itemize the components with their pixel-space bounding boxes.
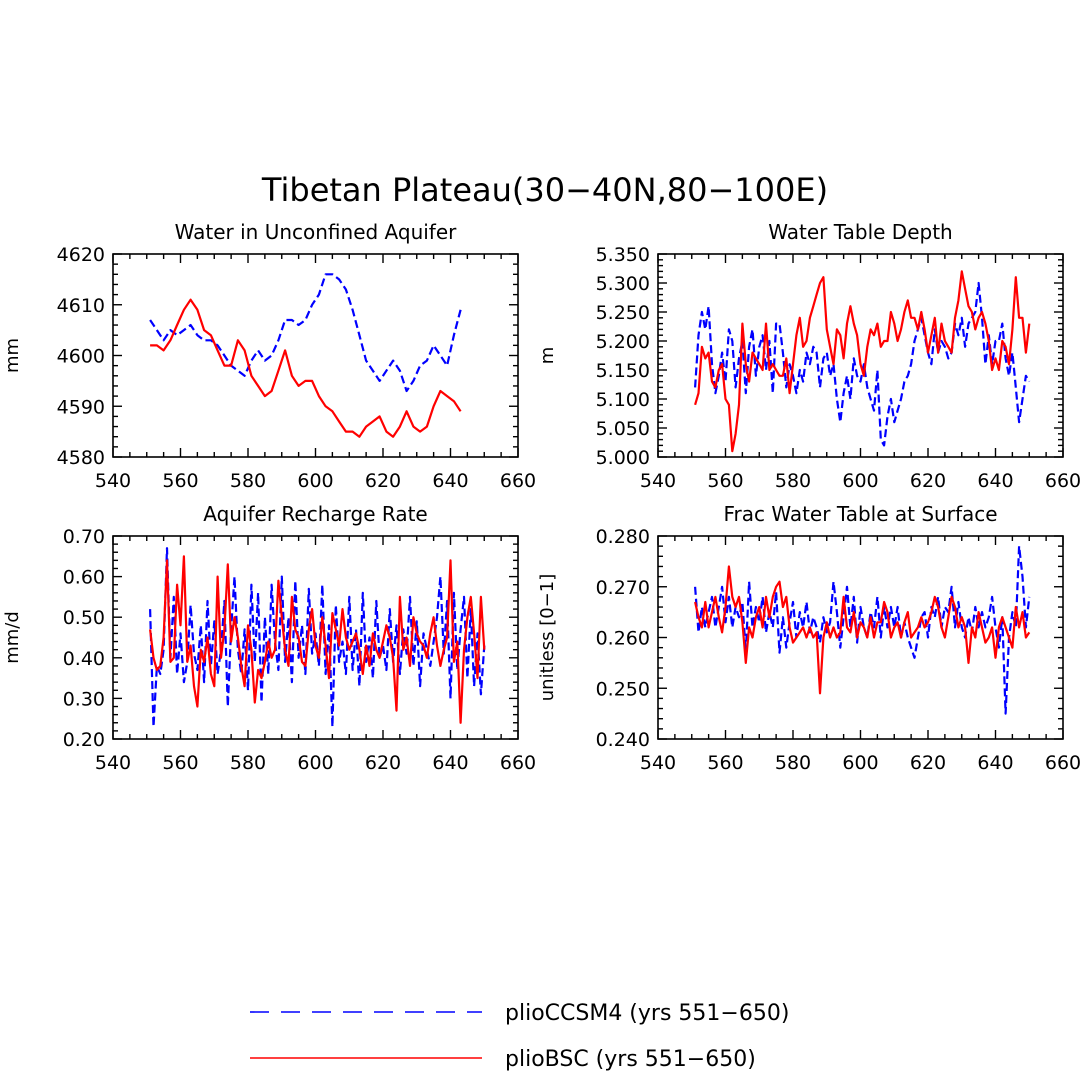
- y-tick-label: 0.250: [596, 678, 650, 700]
- x-tick-label: 560: [707, 752, 743, 774]
- x-tick-label: 660: [500, 752, 536, 774]
- y-axis-label: mm: [2, 338, 23, 373]
- x-tick-label: 580: [230, 470, 266, 492]
- panel-title: Water Table Depth: [768, 220, 952, 244]
- plot-frame: [112, 253, 519, 458]
- y-tick-label: 5.200: [596, 331, 650, 353]
- x-tick-label: 620: [365, 752, 401, 774]
- x-tick-label: 640: [977, 752, 1013, 774]
- series-line-bsc: [694, 270, 1031, 453]
- panel-title: Frac Water Table at Surface: [723, 502, 997, 526]
- series-line-bsc: [694, 565, 1031, 695]
- y-axis-label: mm/d: [2, 611, 23, 664]
- x-tick-label: 560: [162, 470, 198, 492]
- x-tick-label: 640: [432, 470, 468, 492]
- series-line-ccsm4: [149, 547, 486, 728]
- y-tick-label: 4610: [57, 295, 105, 317]
- y-tick-label: 0.50: [63, 607, 105, 629]
- chart-panel-4: Frac Water Table at Surface 540 560 580 600 6…: [537, 502, 1081, 774]
- x-tick-label: 560: [707, 470, 743, 492]
- panel-title: Aquifer Recharge Rate: [203, 502, 428, 526]
- x-tick-label: 540: [95, 470, 131, 492]
- x-tick-label: 640: [977, 470, 1013, 492]
- x-tick-label: 600: [842, 752, 878, 774]
- panel-title: Water in Unconfined Aquifer: [175, 220, 458, 244]
- legend-label: plioBSC (yrs 551−650): [505, 1047, 756, 1072]
- legend: plioCCSM4 (yrs 551−650) plioBSC (yrs 551−…: [250, 1001, 789, 1072]
- x-tick-label: 660: [1045, 752, 1081, 774]
- figure-title: Tibetan Plateau(30−40N,80−100E): [261, 171, 828, 209]
- x-tick-label: 620: [910, 470, 946, 492]
- x-tick-label: 660: [1045, 470, 1081, 492]
- y-tick-label: 0.20: [63, 729, 105, 751]
- legend-item-ccsm4: plioCCSM4 (yrs 551−650): [250, 1001, 789, 1026]
- y-tick-label: 0.60: [63, 567, 105, 589]
- y-tick-label: 0.270: [596, 577, 650, 599]
- x-tick-label: 600: [297, 752, 333, 774]
- series-line-bsc: [150, 298, 462, 438]
- x-tick-label: 600: [297, 470, 333, 492]
- x-tick-label: 600: [842, 470, 878, 492]
- y-axis-label: unitless [0−1]: [537, 574, 558, 701]
- y-tick-label: 4600: [57, 346, 105, 368]
- x-tick-label: 540: [640, 752, 676, 774]
- x-tick-label: 620: [910, 752, 946, 774]
- y-tick-label: 0.70: [63, 526, 105, 548]
- chart-panel-1: Water in Unconfined Aquifer 540 560 580 600 6…: [2, 220, 536, 492]
- chart-panel-2: Water Table Depth 540 560 580 600 620 640 660 5.…: [537, 220, 1081, 492]
- x-tick-label: 580: [230, 752, 266, 774]
- x-tick-label: 580: [775, 752, 811, 774]
- y-tick-label: 0.40: [63, 648, 105, 670]
- x-tick-label: 560: [162, 752, 198, 774]
- y-tick-label: 0.280: [596, 526, 650, 548]
- y-axis-label: m: [537, 347, 558, 365]
- y-tick-label: 0.240: [596, 729, 650, 751]
- y-tick-label: 5.150: [596, 360, 650, 382]
- y-tick-label: 4590: [57, 396, 105, 418]
- panels: Water in Unconfined Aquifer 540 560 580 600 6…: [2, 220, 1081, 774]
- y-tick-label: 5.050: [596, 418, 650, 440]
- y-tick-label: 5.000: [596, 447, 650, 469]
- x-tick-label: 580: [775, 470, 811, 492]
- y-tick-label: 0.30: [63, 688, 105, 710]
- series-line-ccsm4: [694, 281, 1031, 447]
- chart-panel-3: Aquifer Recharge Rate 540 560 580 600 620 640 6…: [2, 502, 536, 774]
- x-tick-label: 640: [432, 752, 468, 774]
- x-tick-label: 620: [365, 470, 401, 492]
- y-tick-label: 5.300: [596, 273, 650, 295]
- y-tick-label: 5.350: [596, 244, 650, 266]
- y-tick-label: 4580: [57, 447, 105, 469]
- series-line-ccsm4: [694, 544, 1031, 715]
- plot-frame: [657, 535, 1064, 740]
- series-line-ccsm4: [149, 273, 462, 393]
- y-tick-label: 0.260: [596, 628, 650, 650]
- legend-label: plioCCSM4 (yrs 551−650): [505, 1001, 789, 1026]
- x-tick-label: 660: [500, 470, 536, 492]
- y-tick-label: 5.250: [596, 302, 650, 324]
- legend-item-bsc: plioBSC (yrs 551−650): [250, 1047, 756, 1072]
- x-tick-label: 540: [640, 470, 676, 492]
- y-tick-label: 5.100: [596, 389, 650, 411]
- x-tick-label: 540: [95, 752, 131, 774]
- y-tick-label: 4620: [57, 244, 105, 266]
- series-line-bsc: [149, 555, 486, 724]
